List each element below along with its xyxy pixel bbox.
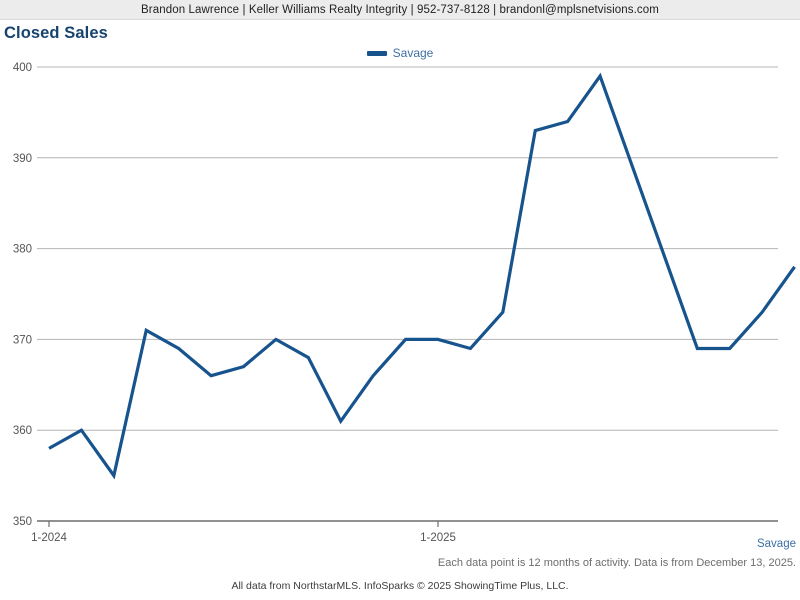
y-axis-labels-group: 350 360 370 380 390 400 (13, 62, 32, 528)
data-series-group (48, 72, 796, 480)
y-axis-tick-label: 370 (13, 334, 32, 346)
x-axis-tick-label: 1-2024 (31, 532, 67, 544)
y-axis-tick-label: 400 (13, 62, 32, 74)
y-axis-tick-label: 380 (13, 244, 32, 256)
agent-info-bar: Brandon Lawrence | Keller Williams Realt… (0, 0, 800, 20)
legend-swatch-savage (366, 50, 387, 56)
gridlines-group (37, 66, 778, 431)
chart-footnote: Each data point is 12 months of activity… (437, 557, 796, 569)
data-attribution: All data from NorthstarMLS. InfoSparks ©… (231, 580, 569, 592)
x-axis-group: 1-2024 1-2025 (31, 520, 778, 544)
agent-contact-line: Brandon Lawrence | Keller Williams Realt… (141, 3, 659, 16)
chart-legend: Savage (0, 46, 800, 60)
y-axis-tick-label: 390 (13, 153, 32, 165)
series-name-footer: Savage (756, 538, 796, 550)
legend-label-savage: Savage (392, 46, 434, 60)
x-axis-tick-label: 1-2025 (420, 532, 456, 544)
y-axis-tick-label: 360 (13, 425, 32, 437)
data-line-savage[interactable] (48, 72, 796, 480)
y-axis-tick-label: 350 (13, 516, 32, 528)
chart-title: Closed Sales (4, 24, 108, 42)
